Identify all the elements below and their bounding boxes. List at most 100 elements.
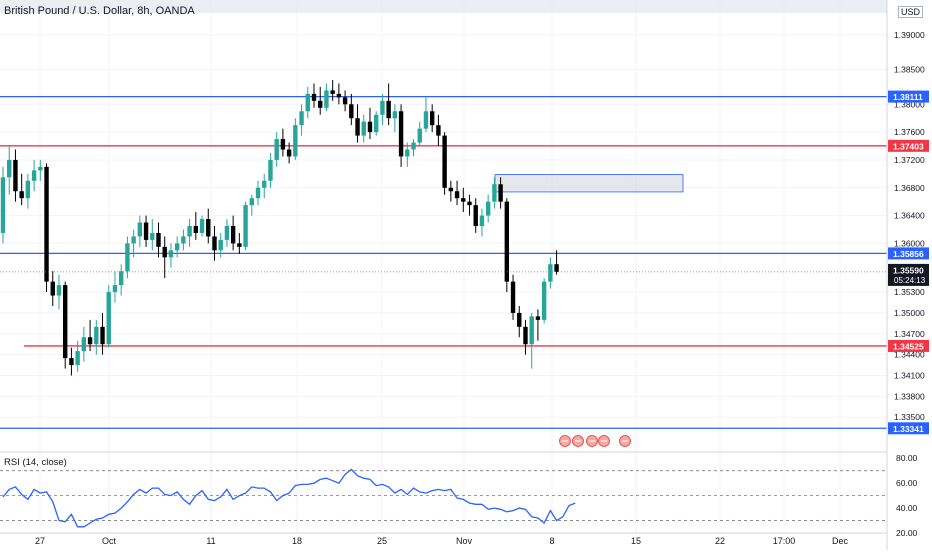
candle-body bbox=[237, 243, 242, 247]
level-price-label: 1.37403 bbox=[893, 141, 924, 151]
candle-body bbox=[355, 118, 360, 136]
rsi-title: RSI (14, close) bbox=[4, 457, 67, 468]
top-zone bbox=[0, 0, 887, 13]
candle-body bbox=[94, 326, 99, 345]
candle-body bbox=[386, 100, 391, 119]
x-tick-label: 22 bbox=[715, 536, 725, 546]
candle-body bbox=[324, 90, 329, 108]
candle-body bbox=[224, 226, 230, 240]
y-tick-label: 1.36800 bbox=[894, 183, 925, 193]
candle-body bbox=[548, 264, 553, 282]
candle-body bbox=[380, 100, 385, 115]
y-tick-label: 1.34700 bbox=[894, 329, 925, 339]
candle-body bbox=[417, 128, 422, 143]
currency-label[interactable]: USD bbox=[898, 6, 924, 18]
x-tick-label: 27 bbox=[35, 536, 45, 546]
candle-body bbox=[274, 139, 279, 160]
candle-body bbox=[255, 187, 261, 199]
candle-body bbox=[181, 236, 186, 244]
candle-body bbox=[436, 125, 441, 136]
candle-body bbox=[106, 292, 111, 345]
candle-body bbox=[318, 100, 323, 108]
candle-body bbox=[423, 111, 429, 129]
rsi-y-tick-label: 20.00 bbox=[896, 528, 918, 538]
candle-body bbox=[19, 191, 24, 199]
candle-body bbox=[342, 97, 348, 105]
candle-body bbox=[69, 358, 74, 366]
y-tick-label: 1.37200 bbox=[894, 155, 925, 165]
countdown-label: 05:24:13 bbox=[894, 276, 926, 285]
y-tick-label: 1.37600 bbox=[894, 127, 925, 137]
y-tick-label: 1.39000 bbox=[894, 30, 925, 40]
candle-body bbox=[206, 219, 211, 237]
candle-body bbox=[7, 159, 12, 178]
candle-body bbox=[174, 243, 180, 251]
candle-body bbox=[448, 187, 454, 192]
candle-body bbox=[280, 139, 286, 150]
y-tick-label: 1.36000 bbox=[894, 238, 925, 248]
x-tick-label: 8 bbox=[549, 536, 554, 546]
candle-body bbox=[243, 205, 248, 247]
level-price-label: 1.38111 bbox=[893, 92, 923, 102]
candle-body bbox=[137, 222, 143, 237]
candle-body bbox=[392, 111, 398, 119]
candle-body bbox=[485, 201, 491, 216]
candle-body bbox=[0, 177, 6, 233]
y-tick-label: 1.33800 bbox=[894, 391, 925, 401]
level-price-tag[interactable] bbox=[888, 90, 929, 103]
level-price-tag[interactable] bbox=[888, 339, 929, 352]
candle-body bbox=[367, 121, 373, 133]
candle-body bbox=[305, 93, 310, 112]
candle-body bbox=[87, 337, 93, 345]
zone-box[interactable] bbox=[494, 174, 684, 193]
candle-body bbox=[330, 90, 335, 94]
candle-body bbox=[492, 184, 497, 202]
candle-body bbox=[75, 351, 80, 366]
candle-body bbox=[268, 159, 273, 181]
candle-body bbox=[38, 166, 43, 171]
candle-body bbox=[230, 226, 236, 244]
candle-body bbox=[479, 215, 485, 226]
candle-body bbox=[535, 316, 541, 320]
y-tick-label: 1.33500 bbox=[894, 412, 925, 422]
x-tick-label: Nov bbox=[456, 536, 473, 546]
candle-body bbox=[467, 201, 472, 206]
candle-body bbox=[442, 135, 447, 188]
candle-body bbox=[131, 236, 136, 244]
candle-body bbox=[118, 271, 124, 286]
candle-body bbox=[218, 239, 223, 251]
y-tick-label: 1.35000 bbox=[894, 308, 925, 318]
y-tick-label: 1.34400 bbox=[894, 350, 925, 360]
candle-body bbox=[311, 93, 317, 101]
level-price-tag[interactable] bbox=[888, 422, 929, 435]
candle-body bbox=[31, 170, 37, 181]
candle-body bbox=[349, 104, 354, 119]
last-price-tag[interactable] bbox=[888, 263, 929, 286]
x-tick-label: Oct bbox=[102, 536, 117, 546]
candle-body bbox=[50, 281, 55, 296]
candle-body bbox=[461, 198, 466, 202]
level-price-tag[interactable] bbox=[888, 247, 929, 260]
x-tick-label: 18 bbox=[292, 536, 302, 546]
candle-body bbox=[405, 149, 410, 157]
candle-body bbox=[299, 111, 304, 126]
candle-body bbox=[473, 205, 478, 226]
rsi-y-tick-label: 40.00 bbox=[896, 503, 918, 513]
x-tick-label: 17:00 bbox=[773, 536, 796, 546]
candle-body bbox=[411, 142, 416, 150]
y-tick-label: 1.38500 bbox=[894, 65, 925, 75]
level-price-tag[interactable] bbox=[888, 139, 929, 152]
candle-body bbox=[249, 198, 254, 206]
rsi-y-tick-label: 60.00 bbox=[896, 478, 918, 488]
rsi-line[interactable] bbox=[2, 468, 576, 528]
candle-body bbox=[193, 226, 199, 233]
candle-body bbox=[143, 222, 149, 240]
candle-body bbox=[286, 149, 292, 157]
candle-body bbox=[361, 121, 366, 136]
candle-body bbox=[56, 285, 62, 296]
candle-body bbox=[168, 250, 174, 258]
y-tick-label: 1.36400 bbox=[894, 211, 925, 221]
level-price-label: 1.34525 bbox=[893, 341, 924, 351]
